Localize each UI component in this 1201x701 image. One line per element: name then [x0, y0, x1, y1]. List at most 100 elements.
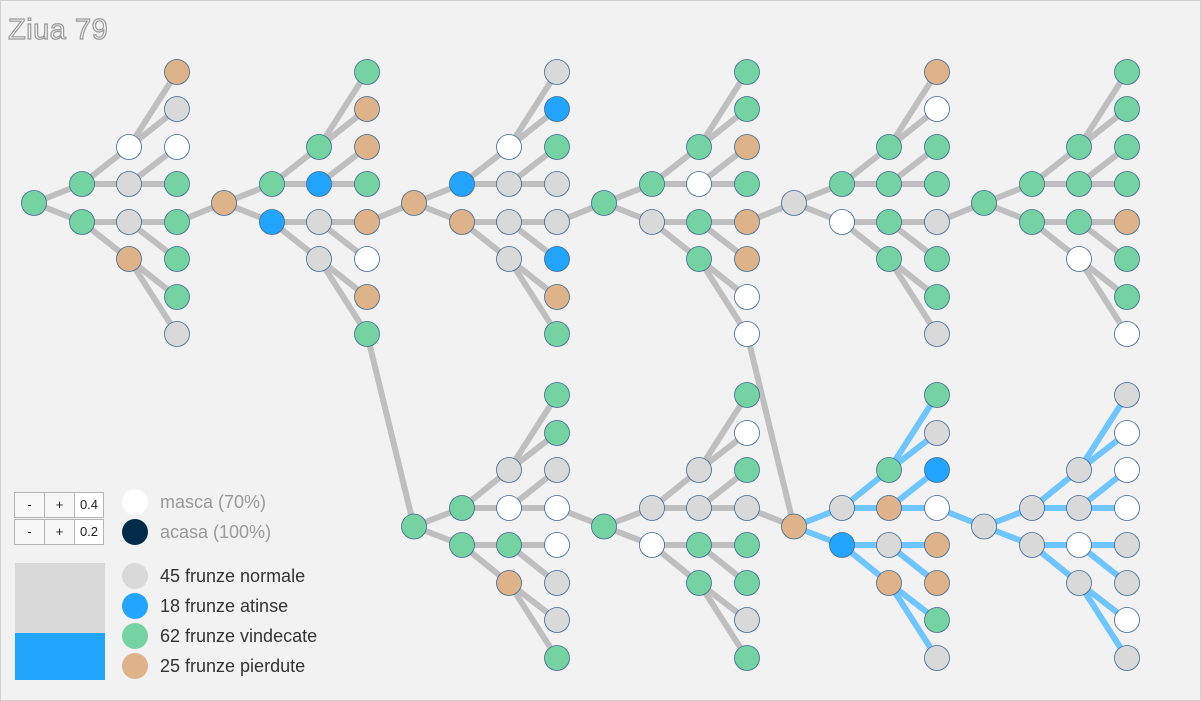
node-masca[interactable] — [1114, 420, 1140, 446]
node-vindecate[interactable] — [686, 134, 712, 160]
node-normal[interactable] — [781, 190, 807, 216]
node-normal[interactable] — [1066, 570, 1092, 596]
node-masca[interactable] — [1114, 457, 1140, 483]
node-vindecate[interactable] — [924, 134, 950, 160]
node-normal[interactable] — [544, 457, 570, 483]
node-normal[interactable] — [1019, 495, 1045, 521]
node-vindecate[interactable] — [1114, 96, 1140, 122]
node-vindecate[interactable] — [591, 190, 617, 216]
node-normal[interactable] — [496, 457, 522, 483]
node-pierdute[interactable] — [116, 246, 142, 272]
node-normal[interactable] — [306, 246, 332, 272]
node-vindecate[interactable] — [1114, 284, 1140, 310]
node-pierdute[interactable] — [924, 570, 950, 596]
node-masca[interactable] — [734, 420, 760, 446]
node-atinse[interactable] — [306, 171, 332, 197]
node-vindecate[interactable] — [876, 246, 902, 272]
node-masca[interactable] — [496, 134, 522, 160]
node-pierdute[interactable] — [924, 59, 950, 85]
node-vindecate[interactable] — [734, 532, 760, 558]
node-pierdute[interactable] — [354, 284, 380, 310]
node-normal[interactable] — [876, 532, 902, 558]
node-normal[interactable] — [164, 321, 190, 347]
node-pierdute[interactable] — [734, 246, 760, 272]
mask-decrease-button[interactable]: - — [15, 493, 45, 517]
node-normal[interactable] — [734, 607, 760, 633]
node-pierdute[interactable] — [354, 134, 380, 160]
node-pierdute[interactable] — [734, 209, 760, 235]
node-vindecate[interactable] — [924, 607, 950, 633]
node-vindecate[interactable] — [734, 171, 760, 197]
node-vindecate[interactable] — [876, 134, 902, 160]
node-vindecate[interactable] — [544, 134, 570, 160]
node-vindecate[interactable] — [876, 457, 902, 483]
node-vindecate[interactable] — [164, 209, 190, 235]
node-normal[interactable] — [1019, 532, 1045, 558]
node-masca[interactable] — [544, 495, 570, 521]
node-masca[interactable] — [164, 134, 190, 160]
node-normal[interactable] — [639, 209, 665, 235]
node-atinse[interactable] — [449, 171, 475, 197]
node-normal[interactable] — [734, 495, 760, 521]
home-increase-button[interactable]: + — [45, 520, 75, 544]
node-normal[interactable] — [496, 246, 522, 272]
mask-increase-button[interactable]: + — [45, 493, 75, 517]
node-vindecate[interactable] — [1114, 59, 1140, 85]
node-vindecate[interactable] — [686, 246, 712, 272]
node-vindecate[interactable] — [1114, 246, 1140, 272]
node-vindecate[interactable] — [876, 209, 902, 235]
node-vindecate[interactable] — [354, 59, 380, 85]
node-normal[interactable] — [544, 171, 570, 197]
node-vindecate[interactable] — [259, 171, 285, 197]
node-atinse[interactable] — [544, 96, 570, 122]
node-vindecate[interactable] — [734, 645, 760, 671]
node-vindecate[interactable] — [1066, 134, 1092, 160]
node-normal[interactable] — [164, 96, 190, 122]
node-vindecate[interactable] — [924, 246, 950, 272]
node-vindecate[interactable] — [734, 96, 760, 122]
node-masca[interactable] — [496, 495, 522, 521]
node-vindecate[interactable] — [1019, 171, 1045, 197]
node-pierdute[interactable] — [354, 209, 380, 235]
node-vindecate[interactable] — [164, 171, 190, 197]
node-normal[interactable] — [116, 209, 142, 235]
node-vindecate[interactable] — [544, 645, 570, 671]
node-pierdute[interactable] — [354, 96, 380, 122]
node-vindecate[interactable] — [924, 171, 950, 197]
node-normal[interactable] — [544, 59, 570, 85]
node-vindecate[interactable] — [1066, 171, 1092, 197]
node-vindecate[interactable] — [544, 382, 570, 408]
node-pierdute[interactable] — [876, 495, 902, 521]
node-normal[interactable] — [1066, 495, 1092, 521]
node-normal[interactable] — [924, 209, 950, 235]
node-masca[interactable] — [924, 96, 950, 122]
node-masca[interactable] — [544, 532, 570, 558]
node-atinse[interactable] — [259, 209, 285, 235]
node-normal[interactable] — [924, 321, 950, 347]
node-masca[interactable] — [686, 171, 712, 197]
node-masca[interactable] — [354, 246, 380, 272]
node-normal[interactable] — [496, 171, 522, 197]
node-vindecate[interactable] — [69, 209, 95, 235]
node-normal[interactable] — [544, 570, 570, 596]
node-vindecate[interactable] — [734, 59, 760, 85]
home-decrease-button[interactable]: - — [15, 520, 45, 544]
node-normal[interactable] — [306, 209, 332, 235]
node-normal[interactable] — [116, 171, 142, 197]
node-vindecate[interactable] — [544, 321, 570, 347]
node-pierdute[interactable] — [211, 190, 237, 216]
node-vindecate[interactable] — [544, 420, 570, 446]
node-normal[interactable] — [544, 209, 570, 235]
node-atinse[interactable] — [924, 457, 950, 483]
node-normal[interactable] — [924, 420, 950, 446]
node-masca[interactable] — [1066, 246, 1092, 272]
node-vindecate[interactable] — [1114, 171, 1140, 197]
node-masca[interactable] — [639, 532, 665, 558]
node-vindecate[interactable] — [686, 532, 712, 558]
node-masca[interactable] — [1066, 532, 1092, 558]
node-masca[interactable] — [924, 495, 950, 521]
node-pierdute[interactable] — [781, 513, 807, 540]
node-pierdute[interactable] — [924, 532, 950, 558]
node-masca[interactable] — [829, 209, 855, 235]
node-vindecate[interactable] — [686, 570, 712, 596]
